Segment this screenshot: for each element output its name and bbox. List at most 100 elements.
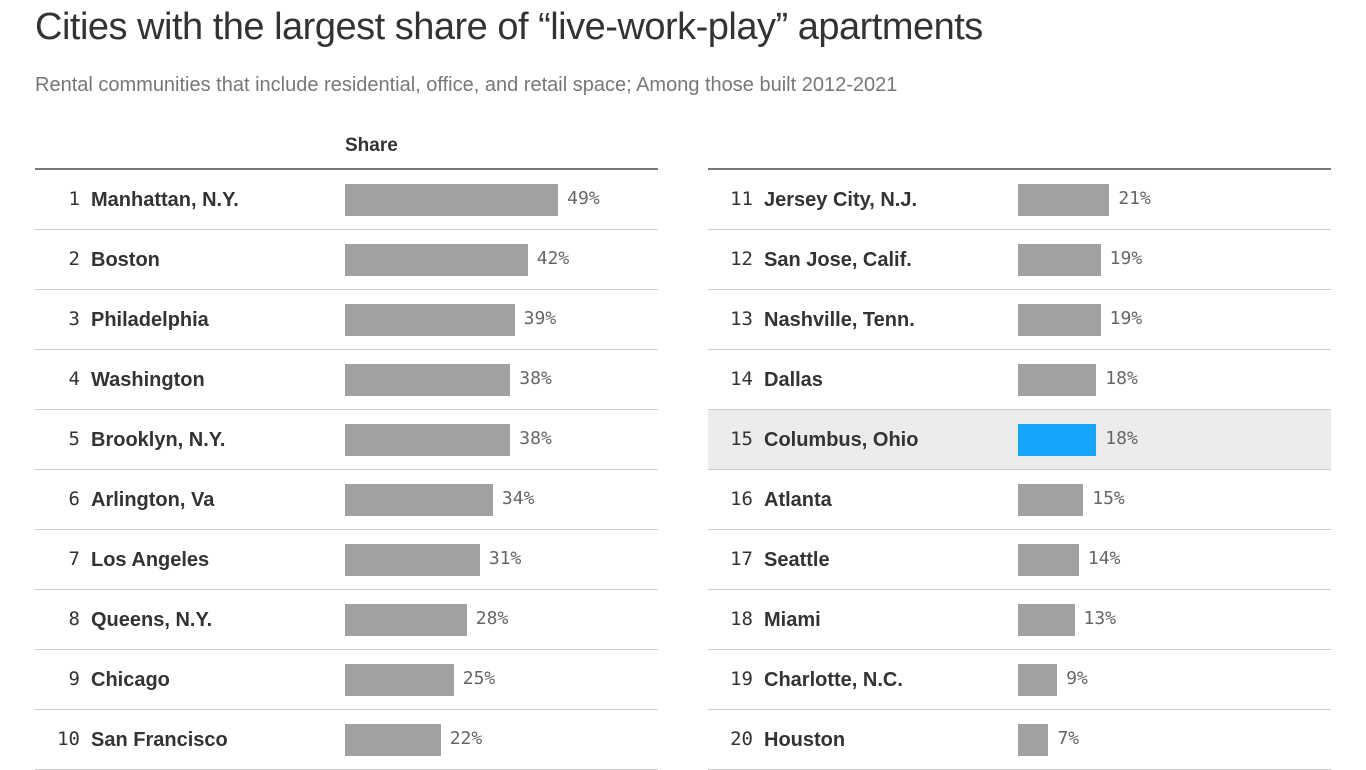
table-row: 9 Chicago 25% [35,650,658,710]
bar-value-label: 39% [523,308,557,329]
row-name: Brooklyn, N.Y. [91,429,226,451]
bar-mark [1018,184,1110,216]
row-name: Manhattan, N.Y. [91,189,239,211]
row-rank: 13 [730,308,753,330]
row-rank: 19 [730,668,753,690]
row-rank: 11 [730,188,753,210]
bar-value-label: 28% [475,608,509,629]
table-header [708,130,1331,170]
bar-mark [1018,484,1084,516]
row-rank: 10 [57,728,80,750]
bar-mark [1018,244,1101,276]
table-row: 12 San Jose, Calif. 19% [708,230,1331,290]
row-name: Seattle [764,549,830,571]
bar-mark [1018,604,1075,636]
bar-mark [1018,304,1101,336]
bar-mark [1018,724,1049,756]
table-row: 11 Jersey City, N.J. 21% [708,170,1331,230]
row-name: Philadelphia [91,309,209,331]
column-header-share: Share [345,135,398,156]
row-name: Arlington, Va [91,489,215,511]
row-name: Charlotte, N.C. [764,669,903,691]
bar-value-label: 14% [1087,548,1121,569]
bar-value-label: 15% [1092,488,1125,509]
table-row: 13 Nashville, Tenn. 19% [708,290,1331,350]
bar-value-label: 25% [462,668,496,689]
bar-mark [345,304,515,336]
row-rank: 18 [730,608,753,630]
bar-value-label: 38% [519,368,552,389]
bar-value-label: 38% [519,428,552,449]
table-row: 2 Boston 42% [35,230,658,290]
row-name: Miami [764,609,821,631]
bar-value-label: 31% [488,548,522,569]
bar-mark [345,484,493,516]
table-row: 8 Queens, N.Y. 28% [35,590,658,650]
row-rank: 3 [68,308,80,330]
row-name: Los Angeles [91,549,210,571]
row-name: Chicago [91,669,170,691]
bar-value-label: 19% [1109,308,1143,329]
bar-mark [345,244,528,276]
row-name: Boston [91,249,160,271]
table-row: 15 Columbus, Ohio 18% [708,410,1331,470]
row-rank: 16 [730,488,753,510]
chart-subtitle: Rental communities that include resident… [35,74,898,96]
row-rank: 4 [68,368,80,390]
bar-mark [345,184,559,216]
row-name: Dallas [764,369,823,391]
row-rank: 5 [68,428,80,450]
table-header: Share [35,130,658,170]
row-rank: 20 [730,728,753,750]
row-rank: 6 [68,488,80,510]
table-row: 17 Seattle 14% [708,530,1331,590]
bar-mark [1018,364,1097,396]
bar-mark [1018,664,1058,696]
bar-value-label: 7% [1057,728,1080,749]
bar-mark [1018,544,1079,576]
table-row: 16 Atlanta 15% [708,470,1331,530]
bar-value-label: 9% [1066,668,1088,689]
bar-value-label: 34% [501,488,535,509]
table-row: 10 San Francisco 22% [35,710,658,770]
bar-value-label: 19% [1109,248,1143,269]
row-name: San Francisco [91,729,228,751]
bar-value-label: 22% [449,728,483,749]
bar-mark [345,724,441,756]
bar-value-label: 49% [567,188,600,209]
table-row: 14 Dallas 18% [708,350,1331,410]
row-rank: 17 [730,548,753,570]
chart-title: Cities with the largest share of “live-w… [35,6,983,48]
row-name: Nashville, Tenn. [764,309,915,331]
table-row: 1 Manhattan, N.Y. 49% [35,170,658,230]
table-row: 3 Philadelphia 39% [35,290,658,350]
bar-value-label: 18% [1105,368,1138,389]
row-name: Queens, N.Y. [91,609,213,631]
table-row: 18 Miami 13% [708,590,1331,650]
row-rank: 2 [68,248,80,270]
row-rank: 15 [730,428,753,450]
row-rank: 9 [68,668,80,690]
row-name: Columbus, Ohio [764,429,919,451]
row-rank: 12 [730,248,753,270]
bar-value-label: 13% [1083,608,1117,629]
row-rank: 1 [68,188,80,210]
bar-mark [1018,424,1097,456]
row-name: Washington [91,369,205,391]
row-name: Atlanta [764,489,832,511]
bar-mark [345,364,511,396]
bar-mark [345,604,467,636]
bar-value-label: 42% [536,248,570,269]
table-left: Share 1 Manhattan, N.Y. 49% 2 Boston 42% 3 Phil… [35,130,658,770]
row-rank: 7 [68,548,80,570]
bar-value-label: 18% [1105,428,1138,449]
bar-value-label: 21% [1118,188,1151,209]
table-row: 5 Brooklyn, N.Y. 38% [35,410,658,470]
row-name: Jersey City, N.J. [764,189,918,211]
table-row: 7 Los Angeles 31% [35,530,658,590]
table-row: 19 Charlotte, N.C. 9% [708,650,1331,710]
table-row: 20 Houston 7% [708,710,1331,770]
row-rank: 14 [730,368,753,390]
table-right: 11 Jersey City, N.J. 21% 12 San Jose, Calif.… [708,130,1331,770]
row-name: Houston [764,729,846,751]
